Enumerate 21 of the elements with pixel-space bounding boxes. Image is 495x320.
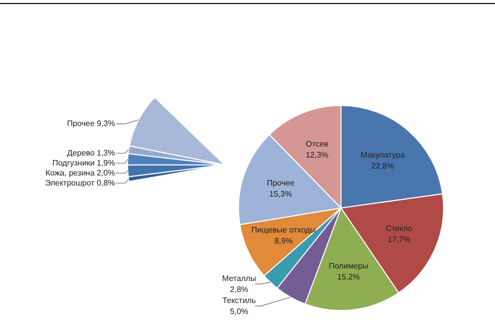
- slice-label: Стекло: [386, 224, 413, 233]
- slice-label: Отсев: [306, 139, 328, 148]
- data-label: 15,3%: [269, 189, 292, 198]
- slice-label: Кожа, резина 2,0%: [46, 168, 115, 178]
- slice-label: Макулатура: [360, 150, 406, 160]
- data-label: 22,8%: [371, 161, 394, 170]
- slice-label: Дерево 1,3%: [67, 148, 115, 158]
- slice-label: Пищевые отходы: [251, 225, 316, 234]
- data-label: 17,7%: [388, 234, 410, 244]
- slice-label: Металлы: [222, 274, 256, 284]
- slice-label: Электрошрот 0,8%: [44, 178, 115, 188]
- slice-label: Прочее 9,3%: [67, 119, 115, 128]
- slice-label: Текстиль: [222, 296, 256, 306]
- data-label: 15,2%: [337, 272, 360, 282]
- data-label: 8,9%: [274, 236, 293, 246]
- data-label: 5,0%: [230, 307, 248, 316]
- slice-label: Прочее: [266, 178, 295, 188]
- data-label: 2,8%: [230, 285, 248, 294]
- data-label: 12,3%: [306, 150, 328, 160]
- slice-label: Подгузники 1,9%: [52, 158, 115, 168]
- slice-label: Полимеры: [328, 261, 368, 270]
